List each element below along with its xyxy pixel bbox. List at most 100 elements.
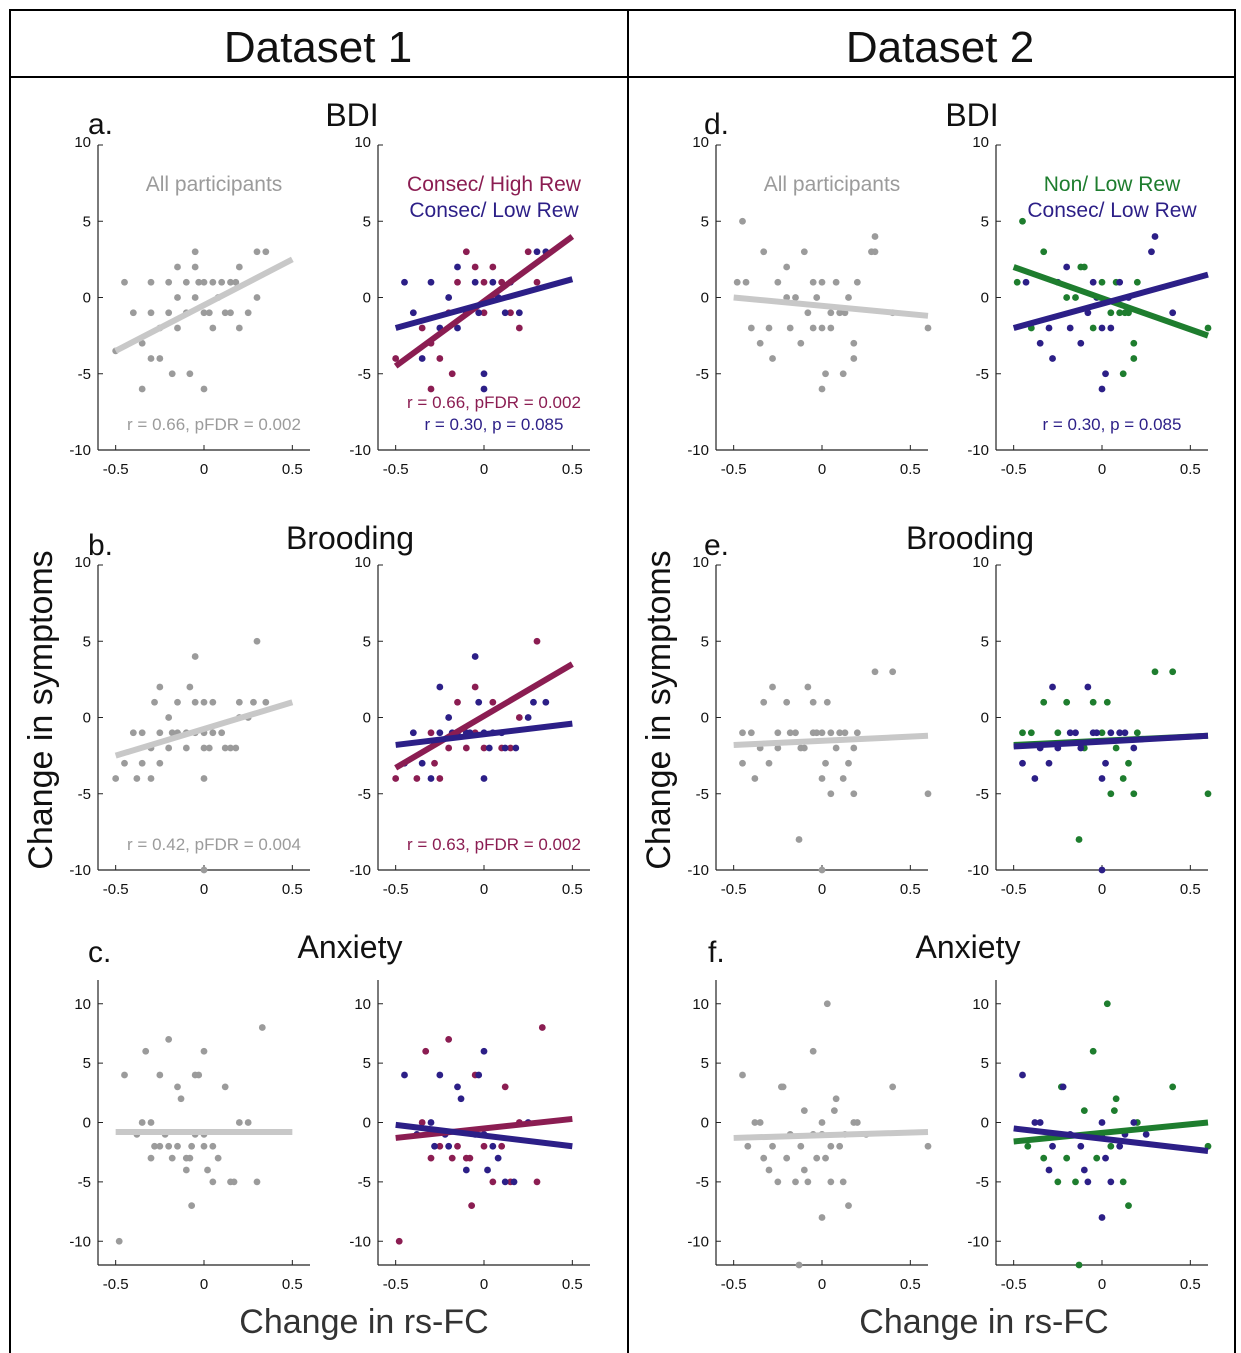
data-point: [845, 1202, 852, 1210]
data-point: [475, 309, 483, 317]
data-point: [769, 683, 776, 691]
data-point: [1089, 1047, 1097, 1055]
data-point: [1054, 729, 1062, 737]
data-point: [1024, 1142, 1032, 1150]
y-tick-label: -10: [687, 862, 709, 879]
y-tick-label: 0: [363, 710, 371, 727]
y-tick-label: 5: [981, 213, 989, 230]
y-tick-label: 5: [83, 213, 91, 230]
data-point: [480, 278, 488, 286]
data-point: [1084, 683, 1092, 691]
data-point: [1077, 339, 1085, 347]
data-point: [418, 1119, 426, 1126]
y-tick-label: -10: [349, 862, 371, 879]
data-point: [818, 1214, 826, 1221]
y-tick-label: 10: [354, 554, 371, 571]
x-tick-label: 0.5: [900, 881, 921, 898]
data-point: [739, 1071, 746, 1079]
data-point: [1130, 744, 1138, 752]
data-point: [1125, 759, 1132, 767]
data-point: [501, 309, 509, 317]
data-point: [262, 248, 270, 256]
y-tick-label: -5: [696, 366, 709, 383]
data-point: [209, 698, 217, 706]
x-tick-label: -0.5: [1001, 881, 1027, 898]
data-point: [200, 309, 208, 317]
data-point: [168, 1154, 176, 1162]
x-tick-label: 0: [480, 881, 488, 898]
data-point: [1063, 698, 1071, 706]
data-point: [1133, 278, 1141, 286]
data-point: [822, 370, 829, 378]
data-point: [1204, 324, 1212, 332]
legend-entry: All participants: [146, 173, 283, 196]
regression-line: [114, 699, 294, 759]
data-point: [147, 355, 155, 362]
x-tick-label: 0: [200, 461, 208, 478]
x-tick-label: 0: [818, 1276, 826, 1293]
stat-annotation: r = 0.30, p = 0.085: [1043, 415, 1182, 434]
section-title-b: Brooding: [286, 520, 414, 556]
data-point: [823, 698, 831, 706]
data-point: [235, 324, 243, 332]
data-point: [836, 729, 844, 737]
data-point: [138, 759, 146, 767]
y-tick-label: 10: [354, 134, 371, 151]
regression-line: [733, 1129, 929, 1141]
data-point: [138, 1119, 146, 1126]
data-point: [138, 385, 146, 393]
y-tick-label: 0: [981, 290, 989, 307]
data-point: [165, 1035, 173, 1043]
data-point: [409, 309, 417, 317]
y-tick-label: 10: [972, 554, 989, 571]
y-tick-label: 5: [701, 633, 709, 650]
data-point: [1125, 1202, 1132, 1210]
y-tick-label: 0: [363, 290, 371, 307]
data-point: [1098, 324, 1106, 332]
data-point: [832, 278, 840, 286]
y-tick-label: 10: [692, 996, 709, 1013]
y-tick-label: 10: [692, 554, 709, 571]
data-point: [739, 729, 746, 737]
data-point: [524, 248, 532, 256]
data-point: [774, 278, 782, 286]
data-point: [121, 1071, 128, 1079]
data-point: [747, 729, 755, 737]
regression-line: [114, 256, 294, 354]
data-point: [1098, 775, 1106, 782]
data-point: [168, 729, 176, 737]
data-point: [475, 1071, 483, 1079]
data-point: [800, 1107, 808, 1115]
data-point: [795, 836, 803, 843]
data-point: [1130, 339, 1138, 347]
x-tick-label: 0.5: [1180, 1276, 1201, 1293]
data-point: [836, 309, 844, 317]
data-point: [1107, 309, 1115, 317]
data-point: [512, 744, 520, 752]
data-point: [813, 729, 821, 737]
data-point: [427, 775, 435, 782]
data-point: [1049, 355, 1056, 362]
data-point: [484, 1166, 491, 1174]
data-point: [462, 248, 470, 256]
y-tick-label: -10: [349, 442, 371, 459]
data-point: [841, 729, 849, 737]
section-title-e: Brooding: [906, 520, 1034, 556]
y-tick-label: 5: [701, 213, 709, 230]
data-point: [827, 1142, 835, 1150]
data-point: [760, 1154, 768, 1162]
data-point: [1102, 759, 1109, 767]
x-axis-label-right: Change in rs-FC: [859, 1303, 1108, 1341]
data-point: [253, 294, 261, 301]
data-point: [480, 370, 488, 378]
data-point: [1089, 698, 1097, 706]
data-point: [1077, 744, 1085, 752]
data-point: [480, 775, 488, 782]
y-tick-label: 0: [363, 1115, 371, 1132]
data-point: [818, 385, 826, 393]
data-point: [1116, 1142, 1124, 1150]
data-point: [1110, 1107, 1118, 1115]
data-point: [1098, 385, 1106, 393]
data-point: [797, 1142, 805, 1150]
y-tick-label: -10: [69, 862, 91, 879]
